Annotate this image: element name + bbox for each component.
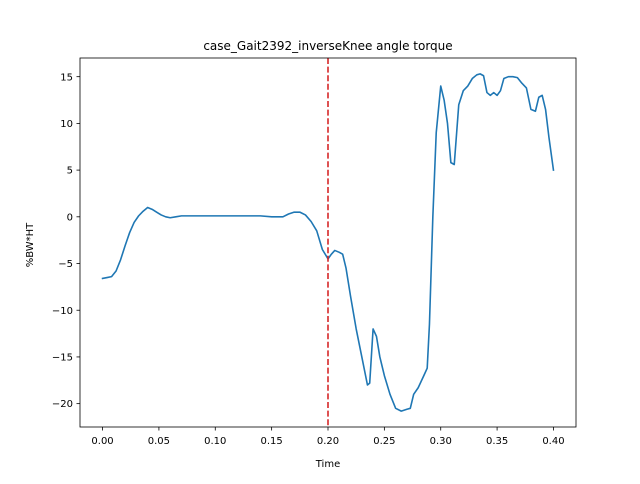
y-tick-label: −20 bbox=[52, 399, 73, 410]
x-tick-label: 0.40 bbox=[542, 436, 564, 447]
x-axis-label: Time bbox=[315, 459, 340, 470]
x-tick-label: 0.20 bbox=[317, 436, 339, 447]
x-tick-label: 0.25 bbox=[373, 436, 395, 447]
x-tick-label: 0.05 bbox=[148, 436, 170, 447]
y-tick-label: 5 bbox=[67, 166, 73, 177]
y-tick-label: −10 bbox=[52, 306, 73, 317]
y-tick-label: 0 bbox=[67, 212, 73, 223]
series-line-0 bbox=[101, 73, 555, 412]
x-tick-label: 0.30 bbox=[430, 436, 452, 447]
chart-title: case_Gait2392_inverseKnee angle torque bbox=[203, 39, 452, 53]
y-tick-label: −5 bbox=[58, 259, 73, 270]
y-tick-label: −15 bbox=[52, 353, 73, 364]
x-tick-label: 0.35 bbox=[486, 436, 508, 447]
y-tick-label: 15 bbox=[60, 72, 73, 83]
y-tick-label: 10 bbox=[60, 119, 73, 130]
y-axis-label: %BW*HT bbox=[25, 222, 36, 267]
x-tick-label: 0.10 bbox=[204, 436, 226, 447]
x-tick-label: 0.00 bbox=[91, 436, 113, 447]
plot-area: 0.00 0.05 0.10 0.15 0.20 0.25 0.30 0.35 0.40 −20 −… bbox=[52, 57, 577, 447]
x-tick-label: 0.15 bbox=[261, 436, 283, 447]
